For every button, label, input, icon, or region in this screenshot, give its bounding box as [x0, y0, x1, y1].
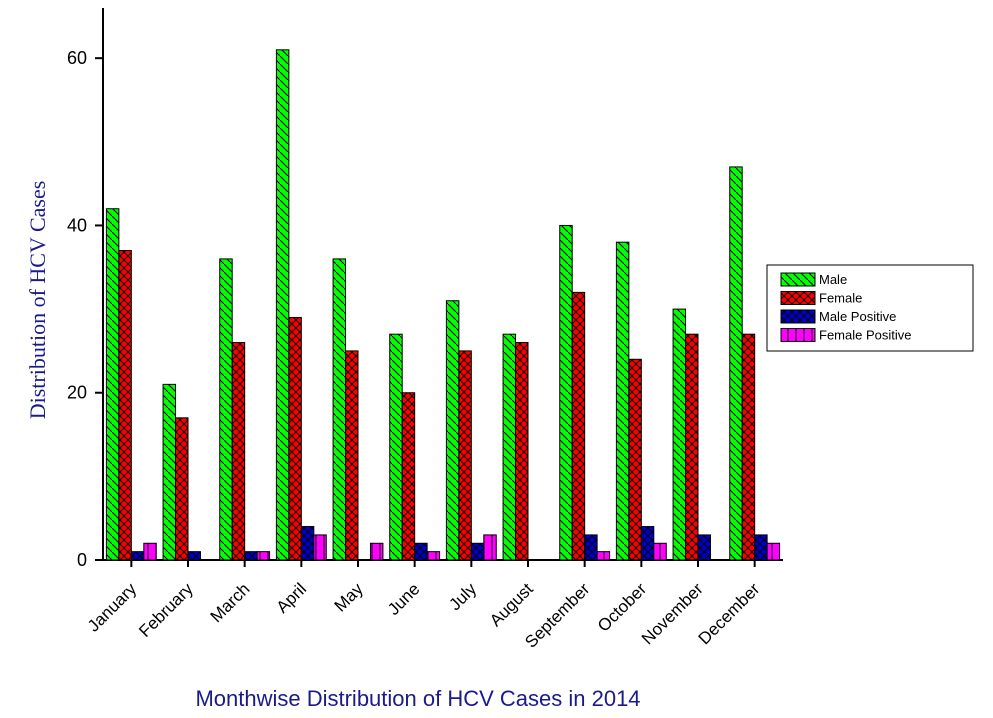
bar: [414, 542, 428, 561]
bar: [162, 383, 177, 561]
bar: [143, 542, 157, 561]
x-tick-label: July: [445, 579, 480, 614]
bar: [187, 551, 201, 561]
bar: [596, 551, 611, 561]
bar: [244, 551, 258, 561]
legend-swatch: [780, 272, 816, 287]
bar: [515, 342, 529, 561]
x-tick-label: April: [273, 579, 310, 616]
legend-swatch: [780, 328, 816, 342]
bar: [426, 551, 441, 561]
y-tick-label: 20: [67, 383, 87, 403]
x-tick-label: June: [384, 579, 424, 619]
bar: [559, 224, 573, 561]
bar: [458, 350, 472, 561]
legend-label: Female: [819, 291, 862, 306]
legend-label: Male: [819, 272, 847, 287]
legend-swatch: [780, 309, 816, 324]
legend-label: Female Positive: [819, 328, 911, 343]
bar: [584, 534, 598, 561]
y-tick-label: 40: [67, 215, 87, 235]
x-tick-label: December: [695, 579, 764, 648]
bar: [685, 333, 699, 561]
bar: [175, 417, 189, 561]
x-tick-label: May: [331, 579, 367, 615]
x-tick-label: February: [135, 579, 197, 641]
y-tick-label: 0: [77, 550, 87, 570]
x-tick-label: January: [84, 579, 141, 636]
bar: [130, 551, 145, 561]
bar: [313, 534, 327, 561]
bar: [672, 308, 687, 561]
bar: [615, 241, 630, 561]
bar: [628, 358, 642, 561]
legend-label: Male Positive: [819, 309, 896, 324]
x-tick-label: October: [594, 579, 650, 635]
bar: [741, 333, 756, 561]
bar: [288, 316, 302, 561]
bar: [640, 526, 655, 561]
bar: [766, 542, 781, 561]
bar: [754, 534, 768, 561]
x-tick-label: March: [207, 579, 254, 626]
bar: [729, 166, 743, 561]
bar: [105, 208, 120, 561]
bar: [231, 342, 246, 561]
x-tick-label: August: [486, 579, 537, 630]
bar: [369, 542, 384, 561]
bar: [389, 333, 403, 561]
x-axis-label: Monthwise Distribution of HCV Cases in 2…: [195, 686, 640, 711]
bar: [653, 542, 667, 561]
bar: [300, 526, 315, 561]
bar: [219, 258, 233, 561]
bar: [118, 250, 132, 561]
bar: [332, 258, 347, 561]
bar: [502, 333, 517, 561]
bar: [697, 534, 711, 561]
y-tick-label: 60: [67, 48, 87, 68]
bar: [445, 300, 460, 561]
legend-swatch: [780, 291, 816, 305]
bar: [275, 49, 290, 561]
bar: [345, 350, 359, 561]
bar: [571, 291, 586, 561]
y-axis-label: Distribution of HCV Cases: [25, 181, 50, 420]
bar: [256, 551, 271, 561]
bar: [470, 542, 485, 561]
bar: [483, 534, 497, 561]
bar: [401, 392, 416, 561]
